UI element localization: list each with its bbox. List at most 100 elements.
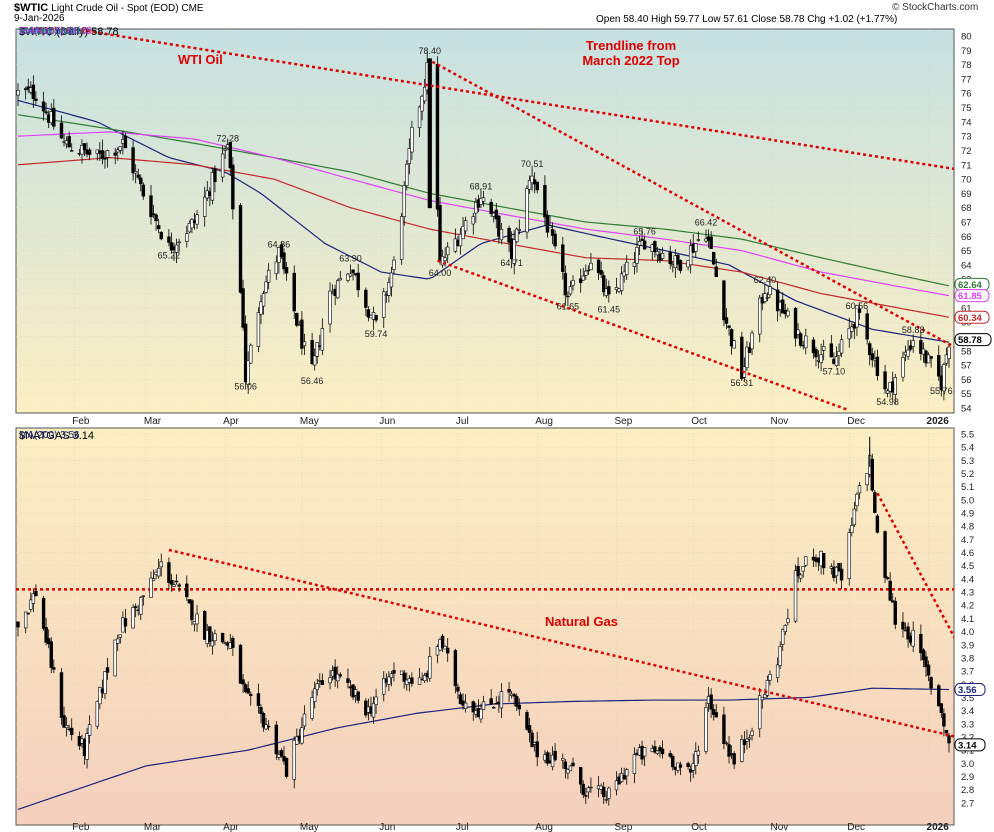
candle-down [837,562,841,572]
candle-down [566,295,570,298]
x-tick-label: Dec [847,416,865,427]
candle-up [302,341,307,347]
candle-up [435,646,440,656]
y-tick-label: 4.1 [961,614,974,625]
value-tag-text: 3.14 [958,740,977,751]
price-label: 66.42 [695,217,718,227]
candle-down [103,157,107,160]
candle-up [694,751,698,767]
candle-up [765,680,770,696]
candle-down [517,704,522,710]
value-tag: 60.34 [954,310,990,324]
candle-up [758,297,762,335]
candle-up [499,228,504,241]
candle-down [279,244,284,258]
candle-down [213,168,217,183]
candle-down [284,267,289,274]
candle-down [793,308,798,339]
source-credit: © StockCharts.com [892,2,979,13]
candle-down [775,289,780,312]
candle-up [944,354,949,364]
candle-down [563,272,568,296]
candle-up [220,153,225,178]
candle-up [315,683,319,690]
candle-down [100,150,105,160]
candle-up [407,148,412,164]
candle-down [46,638,51,645]
y-tick-label: 5.1 [961,482,974,493]
candle-up [249,344,253,364]
candle-up [775,664,780,678]
candle-down [241,288,245,328]
candle-down [740,336,744,380]
value-tag-box [954,289,990,303]
y-tick-label: 55 [961,389,972,400]
candle-up [156,567,161,577]
candle-down [82,143,87,151]
y-tick-label: 67 [961,218,972,229]
candle-up [778,646,782,666]
candle-down [492,707,496,709]
candle-up [185,233,189,243]
candle-up [105,150,110,158]
candle-up [747,737,752,740]
candle-down [543,184,547,218]
candle-up [568,765,573,772]
candle-up [113,639,117,677]
candle-down [873,492,877,513]
x-tick-label: Jun [379,822,395,832]
candle-down [238,205,243,293]
ma-line-4 [17,131,950,297]
candle-up [422,86,427,102]
candle-up [801,566,805,572]
value-tag: 62.64 [954,277,990,291]
candle-down [167,562,171,583]
x-tick-label: Mar [144,416,162,427]
candle-down [885,577,890,580]
candle-up [655,750,660,754]
candle-down [356,691,360,701]
annotation-wti-oil: WTI Oil [178,52,223,67]
candle-up [213,633,217,642]
candle-up [839,339,844,354]
y-tick-label: 5.3 [961,456,974,467]
candle-down [893,600,897,625]
y-tick-label: 4.8 [961,522,974,533]
candle-up [614,780,619,791]
candle-down [578,766,583,785]
candle-down [458,694,463,705]
candle-up [445,246,450,256]
candle-down [44,627,48,643]
candle-down [814,348,818,358]
candle-up [786,310,790,317]
candle-up [133,171,138,174]
candle-up [328,290,332,325]
candle-down [686,763,690,767]
candle-up [417,106,422,129]
candle-down [921,649,926,661]
candle-up [750,730,754,736]
price-label: 61.65 [557,302,580,312]
value-tag-box [954,683,986,697]
candle-up [16,90,20,96]
candle-down [87,149,92,155]
candle-up [852,508,857,526]
candle-down [709,694,713,710]
candle-up [763,694,767,698]
x-tick-label: Oct [691,822,707,832]
candle-down [105,667,110,673]
price-label: 57.10 [823,367,846,377]
candle-down [653,241,657,253]
candle-down [392,670,396,674]
candle-down [709,236,713,249]
candle-down [908,345,913,350]
candle-up [481,701,486,710]
y-tick-label: 65 [961,246,972,257]
candle-down [939,703,944,714]
candle-up [855,305,859,328]
y-tick-label: 3.5 [961,693,974,704]
candle-down [167,236,171,243]
candle-down [62,715,66,728]
candle-up [642,747,647,757]
